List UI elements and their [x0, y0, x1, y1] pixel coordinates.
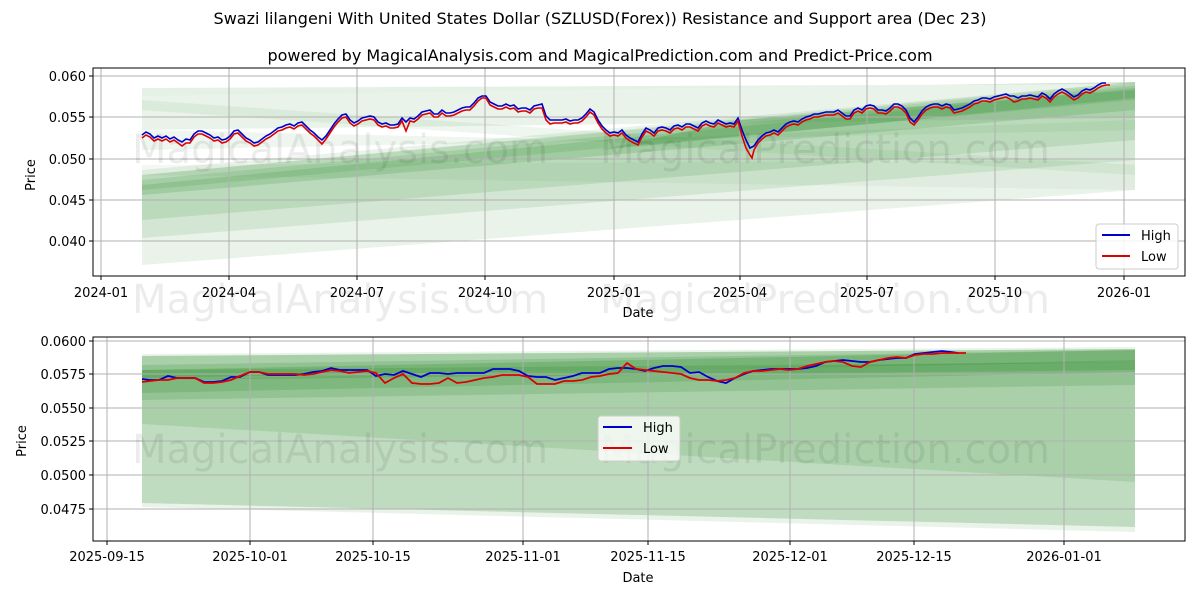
top-ytick: 0.060 [49, 70, 86, 85]
bottom-xtick: 2025-09-15 [69, 550, 145, 565]
top-high-line [141, 82, 1106, 150]
bottom-xtick: 2025-11-01 [485, 550, 561, 565]
bottom-ytick: 0.0575 [41, 368, 87, 383]
top-xtick: 2024-04 [202, 286, 256, 301]
bottom-xtick: 2025-10-01 [212, 550, 288, 565]
top-chart: MagicalAnalysis.com MagicalPrediction.co… [24, 67, 1186, 323]
bottom-ytick: 0.0525 [41, 435, 87, 450]
bottom-y-axis-label: Price [15, 425, 30, 457]
top-xtick: 2025-04 [713, 286, 767, 301]
top-legend: High Low [1095, 223, 1179, 270]
top-x-axis-label: Date [622, 306, 653, 321]
top-y-axis-label: Price [24, 159, 39, 191]
legend-high-label: High [1141, 229, 1171, 244]
watermark-left-2: MagicalAnalysis.com [132, 277, 548, 323]
bottom-xtick: 2025-11-15 [610, 550, 686, 565]
top-xtick: 2024-07 [330, 286, 384, 301]
top-ytick: 0.050 [49, 153, 86, 168]
watermark-right: MagicalPrediction.com [600, 127, 1050, 173]
top-xtick: 2026-01 [1097, 286, 1151, 301]
watermark-left-3: MagicalAnalysis.com [132, 427, 548, 473]
top-ytick: 0.040 [49, 235, 86, 250]
watermark-right-2: MagicalPrediction.com [600, 277, 1050, 323]
bottom-x-tick-labels: 2025-09-15 2025-10-01 2025-10-15 2025-11… [69, 550, 1102, 565]
top-xtick: 2024-10 [458, 286, 512, 301]
chart-title: Swazi lilangeni With United States Dolla… [213, 9, 987, 28]
legend-high-label: High [643, 421, 673, 436]
bottom-ytick: 0.0500 [41, 469, 87, 484]
bottom-low-line [141, 352, 966, 385]
bottom-y-tick-labels: 0.0600 0.0575 0.0550 0.0525 0.0500 0.047… [41, 335, 87, 518]
top-ytick: 0.055 [49, 111, 86, 126]
bottom-ytick: 0.0600 [41, 335, 87, 350]
top-xtick: 2025-10 [968, 286, 1022, 301]
bottom-axes-frame [92, 336, 1186, 542]
top-axes-frame [92, 67, 1186, 277]
bottom-xtick: 2025-12-01 [752, 550, 828, 565]
bottom-ytick: 0.0550 [41, 402, 87, 417]
top-ytick: 0.045 [49, 194, 86, 209]
bottom-xtick: 2026-01-01 [1026, 550, 1102, 565]
top-y-tick-labels: 0.060 0.055 0.050 0.045 0.040 [49, 70, 86, 250]
chart-subtitle: powered by MagicalAnalysis.com and Magic… [267, 46, 933, 65]
bottom-chart: MagicalAnalysis.com MagicalPrediction.co… [15, 335, 1186, 586]
top-grid [93, 68, 1185, 276]
bottom-ytick: 0.0475 [41, 503, 87, 518]
top-low-line [141, 84, 1110, 160]
bottom-x-axis-label: Date [622, 571, 653, 586]
bottom-legend: High Low [597, 415, 681, 462]
top-xtick: 2024-01 [74, 286, 128, 301]
bottom-xtick: 2025-10-15 [335, 550, 411, 565]
top-xtick: 2025-07 [840, 286, 894, 301]
bottom-xtick: 2025-12-15 [876, 550, 952, 565]
legend-low-label: Low [643, 442, 669, 457]
top-xtick: 2025-01 [587, 286, 641, 301]
legend-low-label: Low [1141, 250, 1167, 265]
top-bands [142, 82, 1135, 265]
top-x-tick-labels: 2024-01 2024-04 2024-07 2024-10 2025-01 … [74, 286, 1151, 301]
